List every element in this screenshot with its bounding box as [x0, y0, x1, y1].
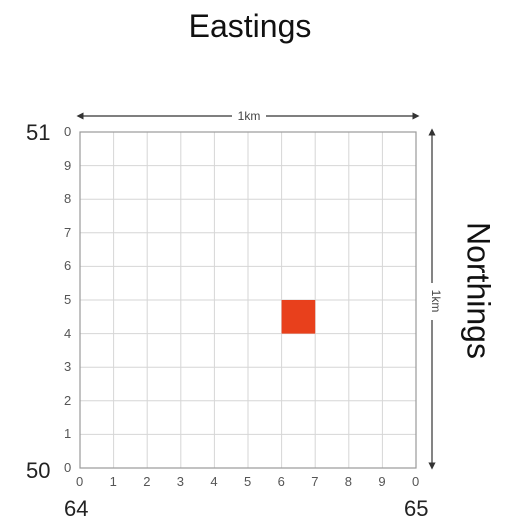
x-tick-label: 8	[344, 474, 353, 489]
x-tick-label: 3	[176, 474, 185, 489]
highlighted-square	[281, 300, 316, 334]
top-dimension-label: 1km	[238, 109, 261, 123]
x-tick-label: 7	[311, 474, 319, 489]
y-tick-label: 2	[64, 392, 72, 408]
y-tick-label: 4	[64, 325, 72, 341]
grid-lines	[80, 132, 416, 468]
side-dimension-label: 1km	[429, 290, 443, 313]
northing-end-label: 51	[26, 120, 51, 145]
x-tick-label: 1	[109, 474, 117, 489]
easting-start-label: 64	[64, 496, 89, 521]
y-tick-label: 8	[64, 191, 72, 207]
x-tick-label: 0	[412, 474, 420, 489]
y-tick-label: 0	[64, 460, 72, 475]
x-tick-label: 9	[378, 474, 386, 489]
x-tick-label: 0	[76, 474, 84, 489]
eastings-title: Eastings	[188, 8, 312, 44]
x-tick-label: 2	[143, 474, 151, 489]
x-tick-label: 5	[244, 474, 252, 489]
y-tick-label: 5	[64, 292, 72, 307]
x-tick-label: 4	[210, 474, 218, 489]
y-tick-label: 0	[64, 124, 72, 139]
x-tick-label: 6	[277, 474, 285, 489]
easting-end-label: 65	[404, 496, 429, 521]
y-tick-label: 9	[64, 157, 72, 173]
grid-border	[79, 131, 417, 469]
y-tick-label: 1	[64, 426, 72, 442]
northing-start-label: 50	[26, 458, 51, 483]
y-tick-label: 6	[64, 258, 72, 274]
y-tick-label: 7	[64, 224, 72, 240]
y-tick-label: 3	[64, 359, 72, 375]
